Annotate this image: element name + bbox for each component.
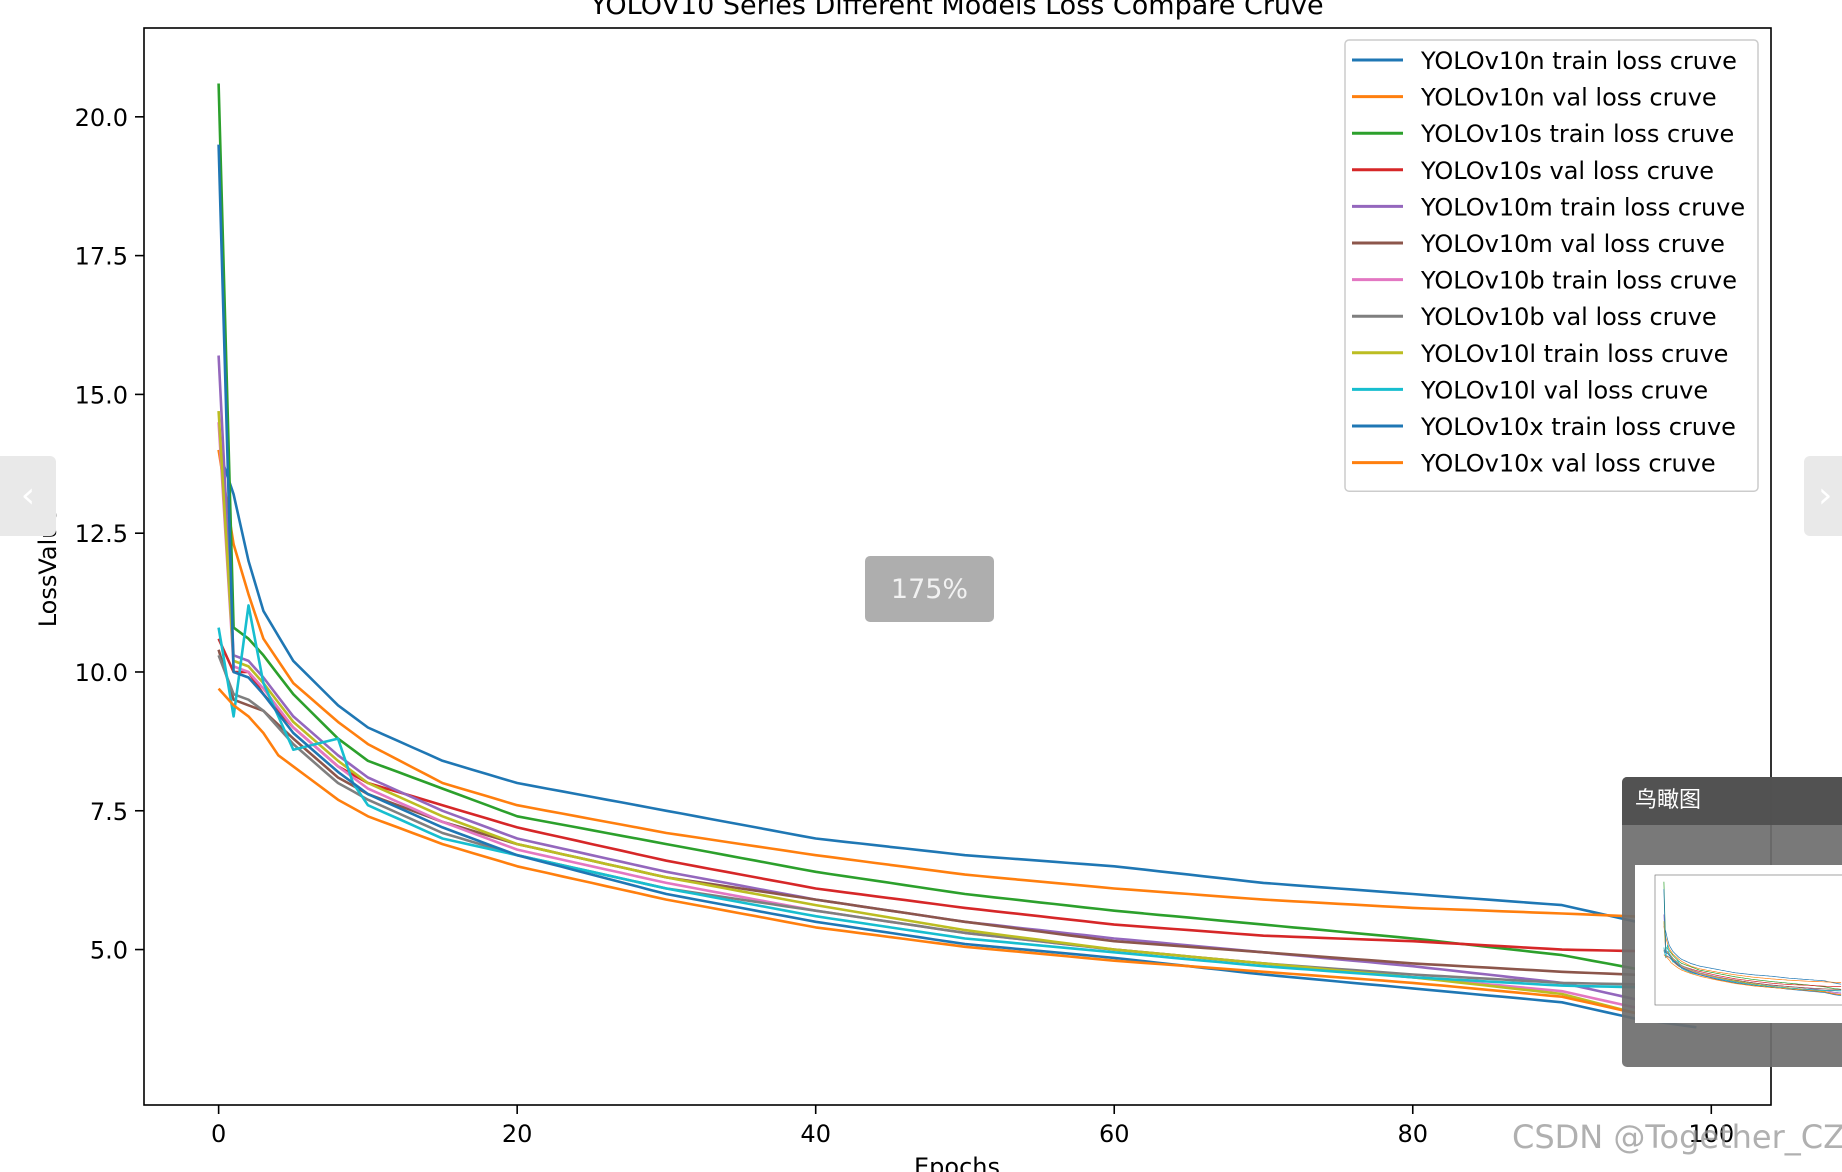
thumbnail-series-line bbox=[1663, 921, 1842, 995]
y-tick-label: 15.0 bbox=[75, 381, 128, 409]
legend-entry: YOLOv10b val loss cruve bbox=[1420, 303, 1717, 331]
series-line-10 bbox=[217, 604, 1697, 990]
thumbnail-series-line bbox=[1663, 954, 1842, 996]
legend-box bbox=[1344, 39, 1759, 492]
next-image-button[interactable]: › bbox=[1804, 456, 1842, 536]
plot-frame bbox=[143, 27, 1772, 1106]
legend-entry: YOLOv10s train loss cruve bbox=[1420, 120, 1734, 148]
y-tick-label: 10.0 bbox=[75, 659, 128, 687]
previous-image-button[interactable]: ‹ bbox=[0, 456, 56, 536]
legend-entry: YOLOv10m train loss cruve bbox=[1420, 193, 1745, 221]
y-axis: 5.0 7.5 10.0 12.5 15.0 17.5 20.0 bbox=[75, 104, 144, 965]
y-tick-label: 7.5 bbox=[90, 798, 128, 826]
y-tick-label: 5.0 bbox=[90, 937, 128, 965]
watermark: CSDN @Together_CZ bbox=[1512, 1118, 1842, 1156]
x-tick-label: 40 bbox=[800, 1120, 831, 1148]
y-tick-label: 17.5 bbox=[75, 243, 128, 271]
series-layer bbox=[217, 83, 1697, 1029]
legend-entry: YOLOv10x val loss cruve bbox=[1420, 450, 1716, 478]
x-axis: 0 20 40 60 80 100 bbox=[211, 1105, 1734, 1148]
legend-entry: YOLOv10b train loss cruve bbox=[1420, 267, 1737, 295]
chart-title: YOLOV10 Series Different Models Loss Com… bbox=[589, 0, 1323, 21]
series-line-6 bbox=[217, 649, 1697, 979]
x-tick-label: 20 bbox=[502, 1120, 533, 1148]
legend-entry: YOLOv10n val loss cruve bbox=[1420, 84, 1717, 112]
thumbnail-series-line bbox=[1663, 925, 1842, 983]
series-line-8 bbox=[217, 654, 1697, 987]
birdseye-title: 鸟瞰图 bbox=[1622, 777, 1842, 825]
series-line-11 bbox=[217, 144, 1697, 1029]
birdseye-thumbnail-chart bbox=[1654, 874, 1842, 1006]
series-line-1 bbox=[217, 449, 1697, 935]
x-tick-label: 0 bbox=[211, 1120, 226, 1148]
birdseye-panel[interactable]: 鸟瞰图 bbox=[1622, 777, 1842, 1067]
zoom-level-badge: 175% bbox=[865, 556, 994, 622]
x-tick-label: 60 bbox=[1099, 1120, 1130, 1148]
legend-entry: YOLOv10n train loss cruve bbox=[1420, 47, 1737, 75]
series-line-9 bbox=[217, 411, 1697, 1021]
legend-entry: YOLOv10x train loss cruve bbox=[1420, 413, 1736, 441]
thumbnail-frame bbox=[1654, 874, 1842, 1006]
y-tick-label: 20.0 bbox=[75, 104, 128, 132]
legend-entry: YOLOv10m val loss cruve bbox=[1420, 230, 1725, 258]
thumbnail-series-line bbox=[1663, 944, 1842, 992]
legend: YOLOv10n train loss cruve YOLOv10n val lo… bbox=[1344, 39, 1759, 492]
legend-entry: YOLOv10s val loss cruve bbox=[1420, 157, 1714, 185]
series-line-2 bbox=[217, 449, 1697, 921]
x-axis-label: Epochs bbox=[914, 1153, 1000, 1172]
thumbnail-series-line bbox=[1663, 922, 1842, 995]
birdseye-thumbnail[interactable] bbox=[1635, 865, 1842, 1023]
chevron-right-icon: › bbox=[1818, 475, 1833, 516]
y-tick-label: 12.5 bbox=[75, 520, 128, 548]
series-line-4 bbox=[217, 638, 1697, 954]
thumbnail-series-line bbox=[1663, 925, 1842, 985]
series-line-7 bbox=[217, 422, 1697, 1015]
thumbnail-series-line bbox=[1663, 948, 1842, 987]
x-tick-label: 100 bbox=[1688, 1120, 1734, 1148]
zoom-level-text: 175% bbox=[890, 573, 969, 605]
chevron-left-icon: ‹ bbox=[20, 475, 36, 516]
legend-entry: YOLOv10l val loss cruve bbox=[1420, 376, 1708, 404]
series-line-12 bbox=[217, 687, 1697, 1023]
legend-entry: YOLOv10l train loss cruve bbox=[1420, 340, 1728, 368]
x-tick-label: 80 bbox=[1397, 1120, 1428, 1148]
